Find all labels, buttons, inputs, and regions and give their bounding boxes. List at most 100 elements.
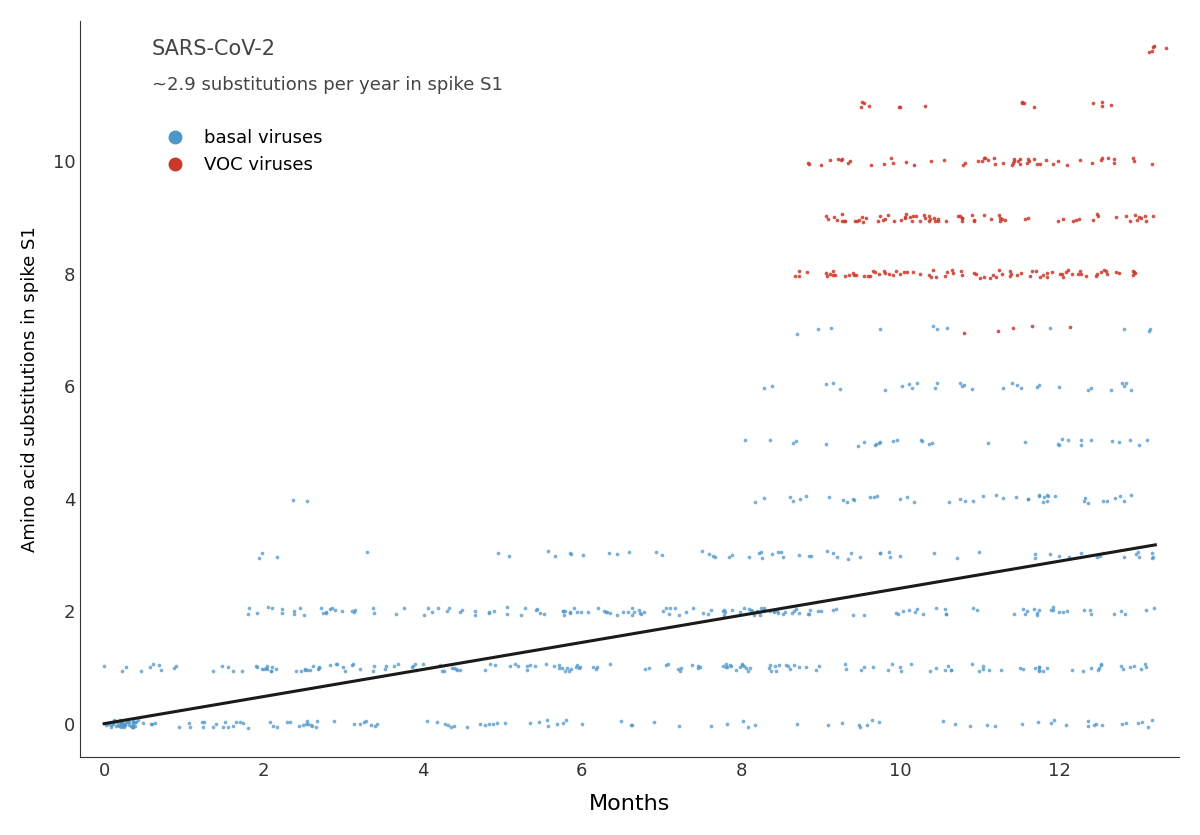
Point	[1091, 154, 1110, 167]
Point	[954, 326, 973, 340]
Point	[768, 606, 787, 620]
Point	[928, 377, 947, 390]
Point	[887, 433, 906, 447]
Point	[550, 661, 569, 675]
Point	[1111, 604, 1130, 617]
Point	[1093, 494, 1112, 508]
Point	[116, 660, 136, 674]
Point	[1033, 664, 1052, 677]
Point	[894, 605, 913, 618]
Point	[166, 660, 185, 673]
Point	[924, 211, 943, 225]
Point	[922, 271, 941, 284]
Point	[967, 603, 986, 616]
Point	[745, 495, 764, 509]
Point	[526, 660, 545, 673]
Point	[407, 663, 426, 676]
Point	[1076, 270, 1096, 283]
Point	[767, 604, 786, 617]
Point	[1116, 607, 1135, 620]
Point	[272, 603, 292, 616]
Point	[322, 601, 341, 615]
Point	[839, 552, 858, 565]
Point	[799, 607, 818, 620]
Point	[688, 661, 707, 675]
Point	[1026, 264, 1045, 277]
Point	[227, 715, 246, 728]
Point	[164, 661, 184, 675]
Point	[526, 603, 545, 616]
Point	[836, 269, 856, 282]
Point	[520, 716, 539, 730]
Point	[714, 660, 733, 673]
Point	[1112, 377, 1132, 390]
Point	[842, 493, 862, 506]
Point	[299, 717, 318, 731]
Point	[844, 269, 863, 282]
Point	[290, 601, 310, 615]
Point	[1079, 383, 1098, 397]
Point	[1084, 213, 1103, 226]
Point	[816, 210, 835, 223]
Point	[866, 438, 886, 452]
Point	[328, 657, 347, 671]
Point	[572, 717, 592, 731]
Point	[1054, 270, 1073, 283]
Point	[268, 550, 287, 564]
Point	[968, 154, 988, 168]
Point	[1018, 492, 1037, 505]
Point	[989, 208, 1008, 221]
Point	[1002, 159, 1021, 172]
Point	[752, 551, 772, 564]
Point	[497, 607, 516, 620]
Point	[448, 664, 467, 677]
Point	[851, 100, 870, 114]
Point	[1030, 660, 1049, 674]
Point	[110, 716, 130, 729]
Point	[841, 546, 860, 559]
Point	[763, 379, 782, 392]
Point	[1145, 601, 1164, 615]
Point	[558, 661, 577, 675]
Point	[806, 664, 826, 677]
Point	[857, 718, 876, 731]
Point	[114, 720, 133, 733]
Point	[851, 550, 870, 564]
Point	[833, 153, 852, 166]
Point	[257, 660, 276, 673]
Point	[112, 716, 131, 730]
Point	[529, 716, 548, 729]
Point	[169, 720, 188, 733]
Point	[1010, 661, 1030, 675]
Point	[1144, 40, 1163, 53]
Point	[1126, 208, 1145, 221]
Point	[864, 264, 883, 277]
Point	[344, 605, 364, 619]
Point	[618, 605, 637, 619]
Point	[384, 659, 403, 672]
Point	[264, 719, 283, 732]
Point	[1069, 213, 1088, 226]
Point	[864, 490, 883, 504]
Point	[1007, 491, 1026, 504]
Point	[1106, 266, 1126, 279]
Point	[937, 607, 956, 620]
Point	[365, 606, 384, 620]
Point	[203, 665, 222, 678]
Point	[749, 605, 768, 619]
Point	[1052, 605, 1072, 619]
Point	[1087, 550, 1106, 564]
Point	[666, 601, 685, 615]
Point	[1050, 267, 1069, 281]
Point	[300, 663, 319, 676]
Point	[824, 210, 844, 224]
Point	[115, 718, 134, 731]
Point	[437, 605, 456, 618]
Point	[822, 321, 841, 334]
Point	[967, 267, 986, 281]
Point	[1074, 604, 1093, 617]
Point	[1056, 265, 1075, 278]
Point	[1135, 210, 1154, 223]
Point	[344, 717, 364, 731]
Point	[937, 266, 956, 279]
